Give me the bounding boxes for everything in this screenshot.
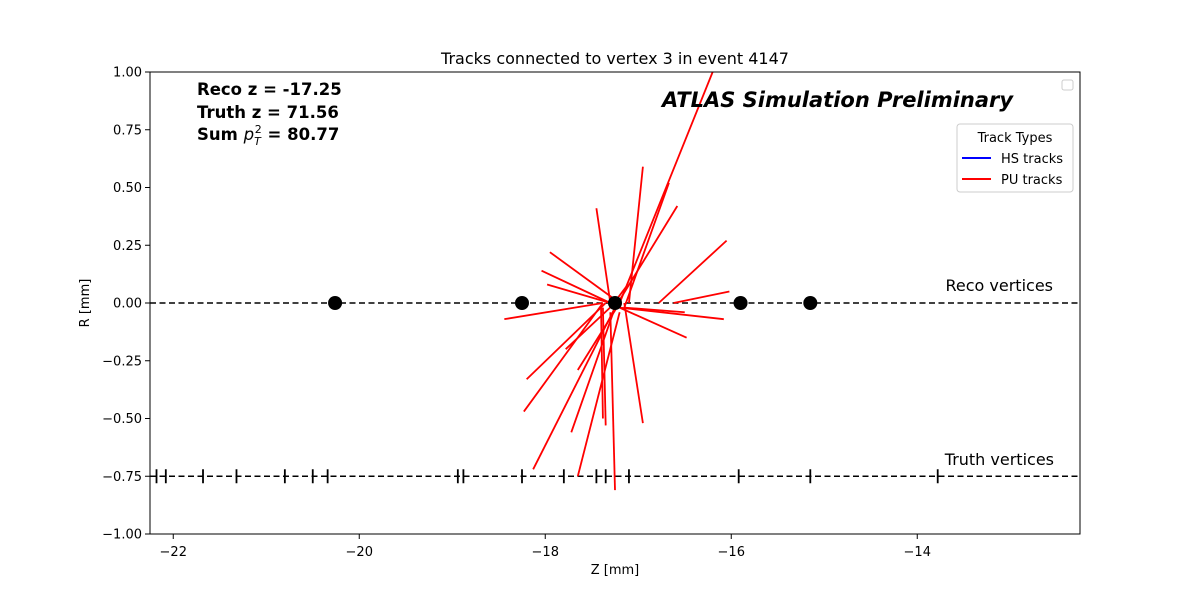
track-segment — [526, 302, 607, 380]
x-tick-label: −20 — [346, 545, 373, 560]
track-segment — [504, 302, 604, 321]
reco-vertices-label: Reco vertices — [946, 276, 1054, 295]
track-segment — [619, 306, 687, 339]
reco-vertex-marker — [733, 296, 748, 310]
reco-vertex-marker — [328, 296, 343, 310]
track-segment — [614, 205, 679, 309]
reco-vertex-marker — [515, 296, 529, 310]
x-tick-label: −16 — [718, 545, 745, 560]
legend-box — [956, 123, 1074, 193]
track-segment — [595, 208, 612, 304]
sum-pt-value: = 80.77 — [262, 125, 340, 144]
y-tick-label: −0.75 — [102, 470, 142, 485]
truth-vertices-label: Truth vertices — [944, 450, 1054, 469]
sum-pt-prefix: Sum — [197, 125, 244, 144]
y-tick-label: 0.50 — [113, 181, 142, 196]
truth-z-label: Truth z = 71.56 — [197, 103, 339, 122]
y-tick-label: −0.50 — [102, 412, 142, 427]
track-segment — [523, 302, 604, 413]
chart-marks — [150, 71, 1080, 491]
reco-vertex-marker — [803, 296, 818, 310]
track-segment — [576, 312, 621, 477]
legend: Track Types HS tracks PU tracks — [956, 123, 1074, 193]
track-segment — [546, 283, 611, 304]
reco-z-label: Reco z = -17.25 — [197, 80, 342, 99]
track-segment — [609, 312, 616, 491]
track-segment — [619, 306, 724, 321]
track-segment — [570, 307, 616, 433]
atlas-watermark: ATLAS Simulation Preliminary — [660, 88, 1014, 112]
track-segment — [532, 307, 616, 470]
track-segment — [600, 307, 604, 419]
legend-label-pu: PU tracks — [1001, 173, 1063, 188]
reco-vertex-marker — [608, 296, 622, 310]
x-axis-label: Z [mm] — [591, 563, 640, 578]
info-box: Reco z = -17.25 Truth z = 71.56 Sum pT2 … — [197, 80, 342, 148]
track-segment — [541, 269, 611, 304]
empty-legend-box — [1061, 79, 1074, 91]
chart-axes: −22 −20 −18 −16 −14 1.00 0.75 0.50 0.25 0.00 −0.25… — [102, 66, 931, 561]
track-segment — [658, 239, 728, 304]
sum-pt-label: Sum pT2 = 80.77 — [197, 123, 339, 148]
legend-title: Track Types — [977, 131, 1053, 146]
sum-pt-symbol: p — [243, 125, 254, 144]
y-tick-label: 0.75 — [113, 123, 142, 138]
sum-pt-subscript: T — [254, 135, 262, 148]
sum-pt-superscript: 2 — [255, 123, 262, 136]
x-tick-label: −14 — [904, 545, 931, 560]
track-segment — [602, 307, 607, 426]
x-tick-label: −18 — [532, 545, 559, 560]
y-tick-label: 0.25 — [113, 239, 142, 254]
legend-label-hs: HS tracks — [1001, 152, 1063, 167]
track-segment — [623, 302, 644, 424]
chart-title: Tracks connected to vertex 3 in event 41… — [440, 49, 789, 68]
y-tick-label: 1.00 — [113, 66, 142, 81]
y-axis-label: R [mm] — [78, 279, 93, 328]
y-tick-label: −1.00 — [102, 528, 142, 543]
track-segment — [549, 251, 621, 304]
track-segment — [623, 182, 670, 308]
x-tick-label: −22 — [160, 545, 187, 560]
track-segment — [673, 290, 730, 304]
y-tick-label: 0.00 — [113, 297, 142, 312]
y-tick-label: −0.25 — [102, 354, 142, 369]
track-segment — [618, 71, 714, 304]
